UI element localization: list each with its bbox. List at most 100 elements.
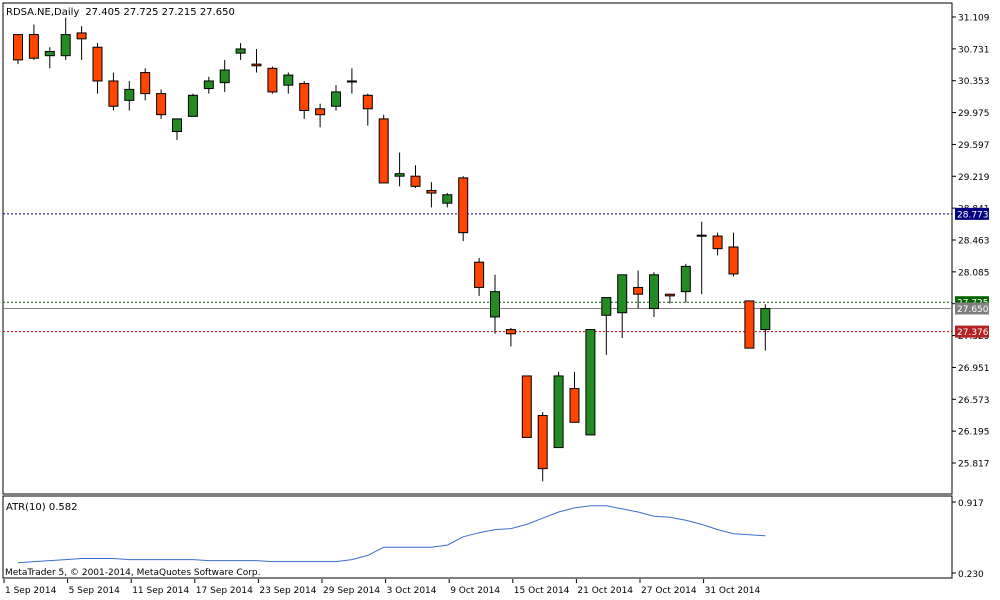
candle <box>585 329 596 436</box>
candle <box>315 103 326 128</box>
candle-body-bull <box>442 194 453 204</box>
candle-body-bear <box>92 46 103 82</box>
candle-body-bear <box>251 63 262 67</box>
candle <box>44 47 55 69</box>
candle <box>728 232 739 277</box>
candle <box>760 304 771 351</box>
date-label: 11 Sep 2014 <box>132 586 189 596</box>
candle-body-bull <box>331 91 341 107</box>
candle <box>108 72 119 111</box>
candle <box>251 48 262 73</box>
atr-panel[interactable] <box>2 495 953 579</box>
price-tag-gray-bg <box>955 302 989 315</box>
candles-group <box>13 17 771 482</box>
candle-body-bear <box>108 80 119 107</box>
date-label: 17 Sep 2014 <box>196 586 253 596</box>
candle-body-bear <box>521 375 532 438</box>
candle <box>442 193 453 208</box>
price-tick-label: 28.463 <box>958 237 990 247</box>
candle-body-bear <box>664 293 675 297</box>
candle-body-bull <box>283 74 294 86</box>
date-label: 5 Sep 2014 <box>69 586 121 596</box>
date-label: 27 Oct 2014 <box>641 586 697 596</box>
candle <box>569 371 580 423</box>
candle <box>410 165 421 189</box>
candle-body-bull <box>680 265 691 293</box>
candle <box>458 176 469 242</box>
candle <box>537 412 548 482</box>
candle-body-bear <box>633 286 644 295</box>
candle-body-bear <box>13 34 23 61</box>
candle-body-bull <box>219 69 230 84</box>
price-tick-label: 25.817 <box>958 460 990 470</box>
date-label: 31 Oct 2014 <box>705 586 761 596</box>
candle <box>28 24 39 60</box>
candle <box>346 68 357 94</box>
candle-body-bear <box>712 235 723 250</box>
price-tick-label: 31.109 <box>958 14 990 24</box>
price-panel[interactable] <box>2 2 953 495</box>
date-label: 21 Oct 2014 <box>577 586 633 596</box>
candle-body-bull <box>60 34 71 57</box>
candle <box>13 34 23 65</box>
candle <box>553 371 564 449</box>
price-tick-label: 29.975 <box>958 109 990 119</box>
candle <box>362 93 373 126</box>
candle-body-bull <box>394 173 405 177</box>
price-tick-label: 28.085 <box>958 268 990 278</box>
price-tag-blue: 28.773 <box>957 210 989 220</box>
price-tick-label: 29.597 <box>958 141 990 151</box>
candle-body-bear <box>76 32 87 40</box>
horizontal-lines <box>3 213 952 333</box>
atr-axis-top: 0.917 <box>958 499 984 509</box>
candle <box>203 76 214 94</box>
candle <box>92 43 103 94</box>
atr-label: ATR(10) 0.582 <box>6 502 77 513</box>
candle <box>649 272 659 317</box>
candle-body-bull <box>44 50 55 57</box>
candle-body-bull <box>187 94 198 117</box>
price-tick-label: 26.573 <box>958 396 990 406</box>
candle-body-bull <box>490 291 500 318</box>
candle <box>331 85 341 111</box>
candle <box>696 221 707 295</box>
candle-body-bull <box>346 80 357 83</box>
candle <box>633 270 644 309</box>
candle <box>617 274 628 339</box>
candle <box>235 43 246 60</box>
candle-body-bear <box>505 329 516 335</box>
candle-body-bear <box>537 415 548 470</box>
price-tick-label: 29.219 <box>958 173 990 183</box>
candle-body-bull <box>124 88 135 101</box>
candle <box>521 375 532 438</box>
candle <box>299 80 310 119</box>
candle-body-bear <box>267 67 278 93</box>
candle-body-bear <box>458 177 469 234</box>
candle <box>680 263 691 303</box>
candle <box>426 182 437 208</box>
atr-line <box>17 505 766 564</box>
price-tick-label: 30.731 <box>958 45 990 55</box>
candle <box>156 89 167 119</box>
date-label: 1 Sep 2014 <box>5 586 57 596</box>
candle <box>601 297 612 355</box>
candle <box>664 293 675 304</box>
candle-body-bear <box>156 93 167 116</box>
candle-body-bull <box>760 308 771 331</box>
candle <box>394 152 405 187</box>
date-label: 29 Sep 2014 <box>323 586 380 596</box>
date-label: 23 Sep 2014 <box>259 586 316 596</box>
price-tag-blue-bg <box>955 207 989 220</box>
symbol-label: RDSA.NE,Daily 27.405 27.725 27.215 27.650 <box>6 7 235 18</box>
date-axis: 1 Sep 2014 5 Sep 2014 11 Sep 2014 17 Sep 20… <box>3 579 761 596</box>
price-tag-red: 27.376 <box>957 328 989 338</box>
candle-body-bear <box>744 300 755 349</box>
candle-body-bear <box>362 94 373 110</box>
candle-body-bear <box>378 118 389 184</box>
price-tick-label: 26.951 <box>958 364 990 374</box>
candle <box>744 300 755 349</box>
candle-body-bear <box>299 82 310 111</box>
candle-body-bear <box>315 108 326 116</box>
